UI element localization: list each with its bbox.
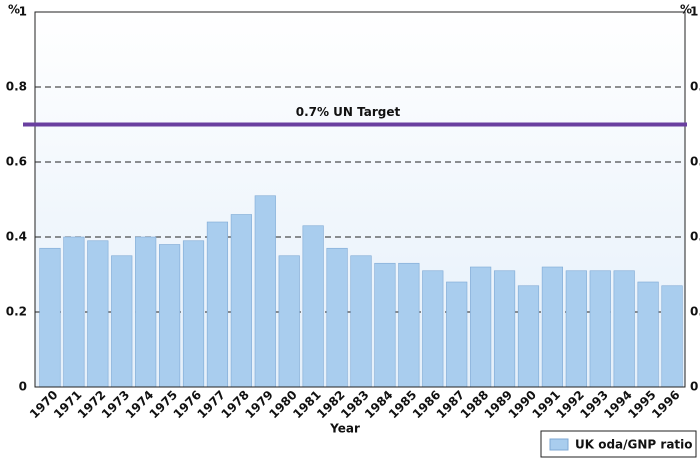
bar: [111, 255, 133, 388]
y2-tick-label: 0.6: [690, 155, 700, 169]
bar: [613, 270, 635, 388]
y2-tick-label: 0.4: [690, 230, 700, 244]
bar: [661, 285, 683, 388]
y-tick-label: 0.6: [6, 155, 27, 169]
bar: [446, 281, 468, 388]
bar: [398, 262, 420, 388]
y-tick-label: 0.2: [6, 305, 27, 319]
bar: [493, 270, 516, 388]
legend-swatch: [549, 438, 569, 451]
y2-tick-label: 1: [690, 5, 698, 19]
bar: [159, 244, 181, 388]
bar: [589, 270, 611, 388]
x-axis-title: Year: [329, 422, 360, 436]
bar: [39, 247, 61, 388]
bar: [470, 266, 492, 388]
y2-tick-label: 0: [690, 380, 698, 394]
bar: [278, 255, 300, 388]
bar: [422, 270, 444, 388]
y-tick-label: 0: [19, 380, 27, 394]
y-unit: %: [8, 3, 20, 17]
bar: [517, 285, 540, 388]
y-tick-label: 0.8: [6, 80, 27, 94]
y-tick-label: 0.4: [6, 230, 27, 244]
target-label: 0.7% UN Target: [296, 105, 401, 119]
y2-tick-label: 0.8: [690, 80, 700, 94]
bar: [254, 195, 276, 388]
bar: [374, 262, 396, 388]
legend-label: UK oda/GNP ratio: [575, 438, 693, 452]
bar: [302, 225, 324, 388]
bar: [63, 236, 85, 388]
x-tick-label: 1996: [649, 388, 683, 422]
y2-tick-label: 0.2: [690, 305, 700, 319]
bar: [135, 236, 157, 388]
bar: [637, 281, 659, 388]
y2-unit: %: [680, 3, 692, 17]
bar: [87, 240, 109, 388]
bar: [565, 270, 587, 388]
bar: [350, 255, 372, 388]
y-tick-label: 1: [19, 5, 27, 19]
bar: [206, 221, 229, 388]
plot-frame: [34, 11, 686, 388]
bar: [541, 266, 563, 388]
bar: [326, 247, 348, 388]
bar: [230, 214, 252, 388]
bar: [182, 240, 205, 388]
